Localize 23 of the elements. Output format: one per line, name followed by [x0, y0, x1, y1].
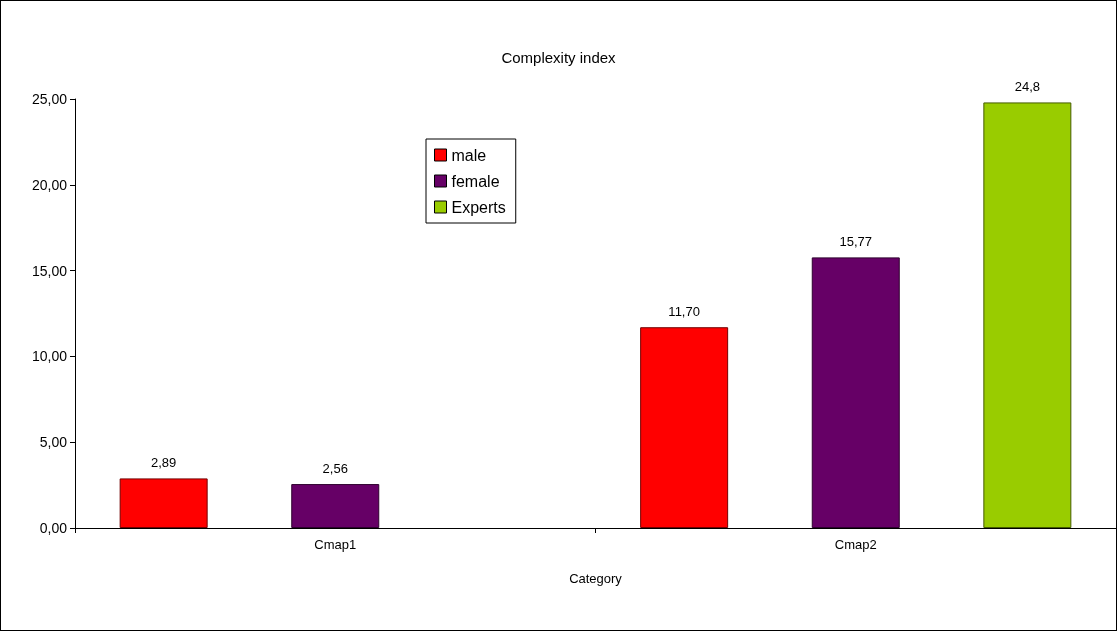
y-tick-label: 25,00: [31, 91, 68, 107]
bar: [291, 484, 380, 528]
y-tick-label: 0,00: [39, 520, 68, 536]
y-tick-label: 15,00: [31, 262, 68, 279]
data-label: 2,56: [322, 461, 348, 477]
x-axis-title: Category: [569, 571, 623, 586]
x-tick-label: Cmap1: [314, 537, 357, 552]
x-tick-label: Cmap2: [834, 537, 877, 552]
bar: [983, 102, 1072, 528]
data-label: 2,89: [150, 455, 177, 471]
bar: [119, 478, 208, 528]
data-label: 24,8: [1014, 79, 1041, 95]
bar: [811, 257, 900, 528]
chart-title: Complexity index: [501, 49, 617, 66]
legend-label: Experts: [451, 198, 506, 216]
data-label: 15,77: [839, 234, 873, 250]
y-tick-label: 10,00: [31, 348, 68, 365]
legend-label: female: [451, 172, 500, 190]
data-label: 11,70: [668, 304, 700, 320]
legend-label: male: [451, 146, 487, 164]
bar: [640, 327, 729, 528]
y-tick-label: 20,00: [31, 176, 68, 193]
y-tick-label: 5,00: [39, 434, 68, 451]
